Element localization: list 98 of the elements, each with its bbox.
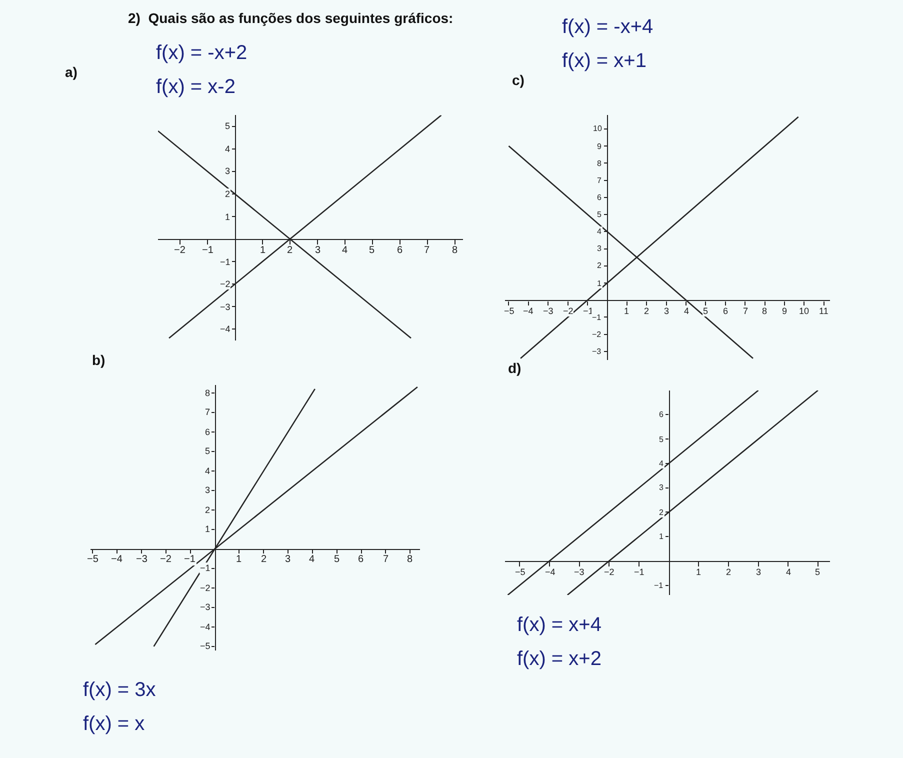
x-tick-label: 3 (756, 567, 762, 577)
x-tick-label: −5 (515, 567, 526, 577)
y-tick-label: 7 (597, 176, 602, 185)
y-tick-label: 5 (597, 210, 602, 219)
text: f(x) = x (83, 713, 145, 735)
x-tick-label: 7 (383, 554, 389, 565)
x-tick-label: 2 (644, 306, 650, 316)
x-tick-label: 6 (397, 245, 403, 256)
x-tick-label: 4 (684, 306, 690, 316)
x-tick-label: −2 (563, 306, 574, 316)
y-tick-label: 6 (597, 193, 602, 202)
y-tick-label: 8 (205, 388, 210, 398)
y-tick-label: 1 (205, 524, 210, 534)
x-tick-label: −2 (604, 567, 614, 577)
x-tick-label: −3 (136, 554, 148, 565)
x-tick-label: −4 (523, 306, 534, 316)
y-tick-label: 2 (659, 508, 664, 517)
x-tick-label: −4 (111, 554, 123, 565)
chart-title: 2) Quais são as funções dos seguintes gráficos: (128, 10, 454, 26)
x-tick-label: −1 (634, 567, 644, 577)
x-tick-label: −4 (545, 567, 556, 577)
y-tick-label: 8 (597, 159, 602, 168)
x-tick-label: 1 (236, 554, 242, 565)
x-tick-label: 7 (743, 306, 748, 316)
x-tick-label: −1 (184, 554, 196, 565)
x-tick-label: −3 (574, 567, 584, 577)
y-tick-label: −3 (200, 602, 210, 612)
y-tick-label: 10 (593, 124, 602, 133)
y-tick-label: 9 (597, 142, 602, 151)
y-tick-label: 3 (205, 485, 210, 495)
text: a) (65, 64, 78, 80)
text: f(x) = x+2 (517, 648, 602, 670)
x-tick-label: 1 (696, 567, 702, 577)
x-tick-label: −2 (174, 245, 186, 256)
x-tick-label: 4 (786, 567, 792, 577)
text: f(x) = -x+2 (156, 42, 248, 64)
x-tick-label: 9 (782, 306, 788, 316)
y-tick-label: 1 (659, 532, 664, 541)
text: f(x) = x+4 (517, 614, 602, 636)
x-tick-label: 8 (407, 554, 413, 565)
text: f(x) = x-2 (156, 76, 236, 98)
y-tick-label: −2 (220, 279, 230, 289)
y-tick-label: 6 (205, 427, 210, 437)
x-tick-label: 5 (815, 567, 820, 577)
y-tick-label: 4 (597, 227, 602, 236)
x-tick-label: −5 (504, 306, 514, 316)
y-tick-label: −1 (654, 581, 664, 590)
y-tick-label: 4 (225, 144, 230, 154)
x-tick-label: 6 (723, 306, 728, 316)
y-tick-label: 5 (205, 446, 210, 456)
y-tick-label: 4 (205, 466, 210, 476)
x-tick-label: 11 (819, 306, 828, 316)
x-tick-label: 10 (799, 306, 810, 316)
x-tick-label: 5 (703, 306, 708, 316)
x-tick-label: 2 (261, 554, 267, 565)
y-tick-label: −2 (592, 330, 602, 339)
text: f(x) = -x+4 (562, 16, 654, 38)
y-tick-label: −4 (220, 324, 230, 334)
y-tick-label: −5 (200, 641, 210, 651)
x-tick-label: 6 (358, 554, 364, 565)
x-tick-label: 5 (369, 245, 375, 256)
x-tick-label: 3 (285, 554, 291, 565)
y-tick-label: 7 (205, 407, 210, 417)
x-tick-label: 3 (315, 245, 321, 256)
x-tick-label: 7 (424, 245, 430, 256)
y-tick-label: 2 (205, 505, 210, 515)
text: c) (512, 72, 524, 88)
y-tick-label: −1 (592, 313, 602, 322)
y-tick-label: 2 (225, 189, 230, 199)
x-tick-label: −5 (87, 554, 99, 565)
x-tick-label: 2 (287, 245, 293, 256)
y-tick-label: −4 (200, 622, 210, 632)
x-tick-label: 8 (762, 306, 768, 316)
x-tick-label: 8 (452, 245, 458, 256)
x-tick-label: 4 (342, 245, 348, 256)
y-tick-label: 2 (597, 261, 602, 270)
y-tick-label: 5 (659, 435, 664, 444)
text: f(x) = 3x (83, 679, 156, 701)
annotation: d) (508, 360, 522, 376)
y-tick-label: −2 (200, 583, 210, 593)
y-tick-label: −3 (592, 347, 602, 356)
x-tick-label: 2 (726, 567, 732, 577)
y-tick-label: 6 (659, 410, 664, 419)
x-tick-label: 1 (260, 245, 266, 256)
y-tick-label: 1 (597, 279, 602, 288)
y-tick-label: 3 (225, 166, 230, 176)
y-tick-label: −1 (220, 257, 230, 267)
y-tick-label: 4 (659, 459, 664, 468)
x-tick-label: −2 (160, 554, 172, 565)
x-tick-label: 4 (309, 554, 315, 565)
x-tick-label: −3 (543, 306, 554, 316)
y-tick-label: 3 (659, 483, 664, 492)
y-tick-label: 1 (225, 212, 230, 222)
x-tick-label: 1 (624, 306, 630, 316)
text: b) (92, 352, 106, 368)
y-tick-label: 5 (225, 121, 230, 131)
text: f(x) = x+1 (562, 50, 646, 72)
x-tick-label: 5 (334, 554, 340, 565)
